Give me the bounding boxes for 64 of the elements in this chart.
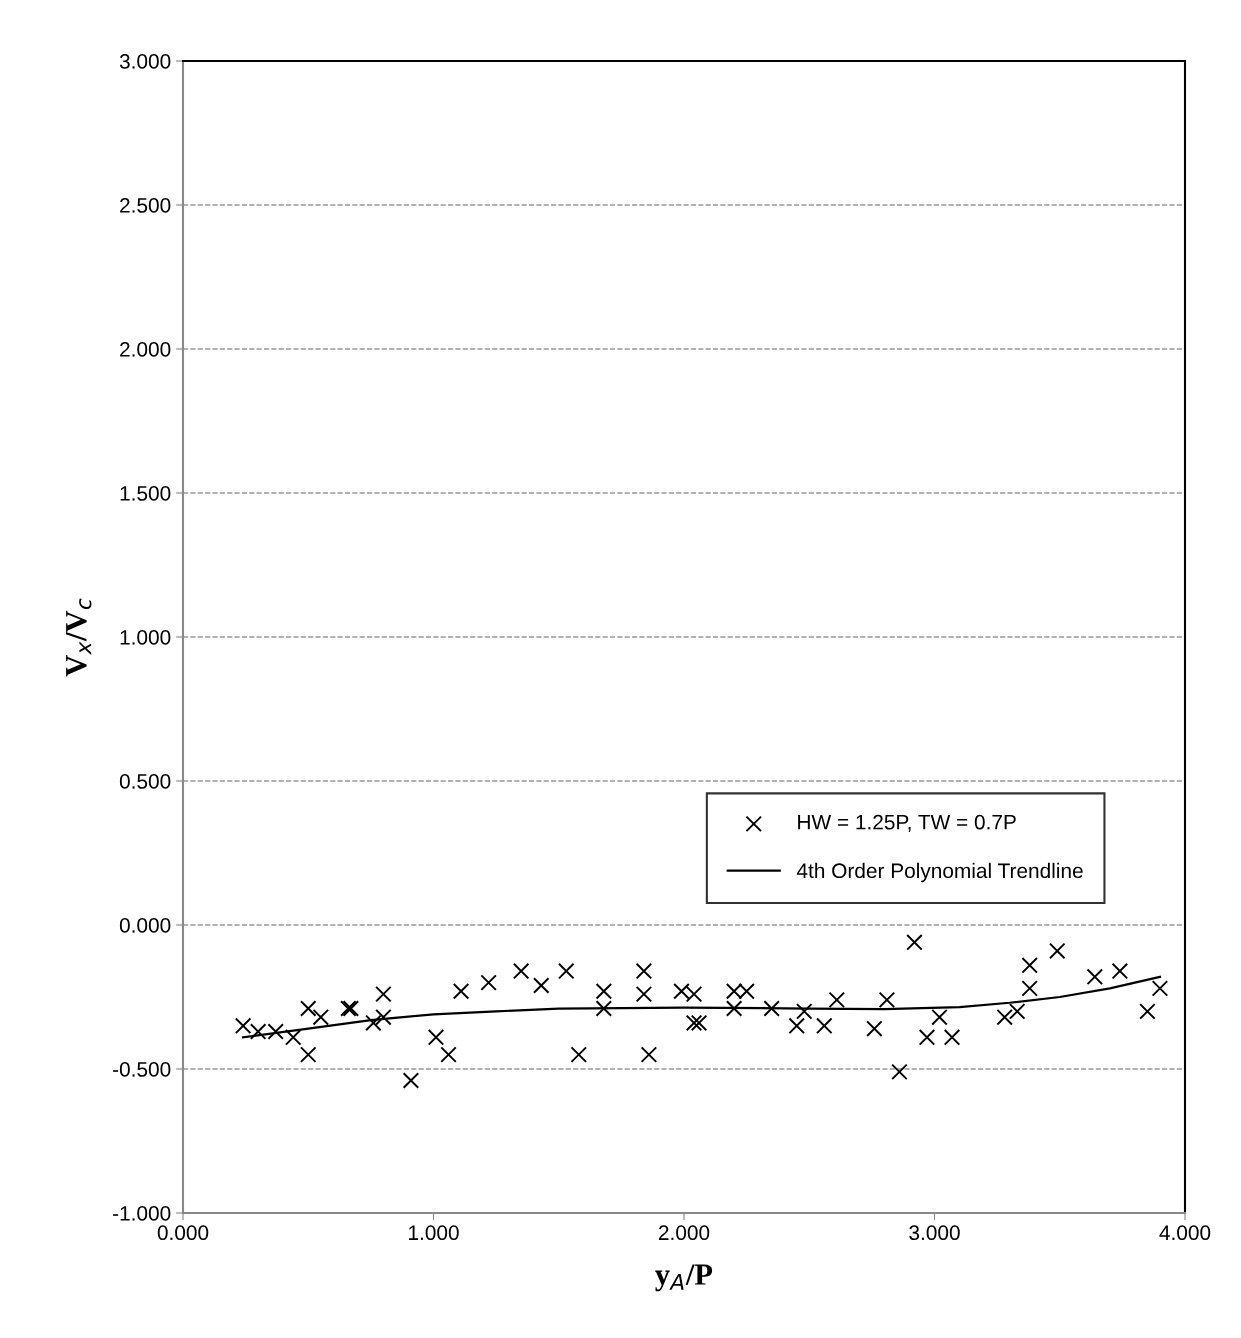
point [375, 1008, 392, 1026]
point [284, 1029, 302, 1046]
point [532, 977, 550, 994]
point [635, 962, 653, 980]
point [512, 962, 530, 980]
point [452, 982, 470, 1000]
x-tick-label: 0.000 [157, 1225, 209, 1241]
point [427, 1029, 445, 1046]
point [763, 1000, 780, 1017]
point [1008, 1003, 1026, 1020]
y-tick-label: 1.000 [120, 630, 171, 645]
x-tick-label: 2.000 [658, 1225, 710, 1241]
point [365, 1014, 382, 1032]
point [1021, 957, 1038, 974]
point [402, 1072, 420, 1089]
point [300, 1046, 317, 1063]
y-tick-label: -1.000 [113, 1206, 171, 1221]
point [1021, 980, 1038, 997]
point [1139, 1003, 1156, 1020]
point [1151, 980, 1169, 997]
y-tick-label: 3.000 [119, 54, 171, 69]
y-tick-label: 0.500 [119, 774, 171, 789]
legend-label: HW = 1.25P, TW = 0.7P [798, 814, 1016, 832]
point [234, 1017, 252, 1035]
point [595, 1000, 613, 1017]
point [1111, 962, 1129, 980]
x-axis-title: y$_{A}$/P [655, 1264, 713, 1292]
y-tick-label: 1.500 [120, 486, 171, 501]
point [570, 1046, 588, 1063]
point [725, 1000, 743, 1017]
point [788, 1017, 805, 1035]
point [312, 1008, 330, 1026]
point [690, 1014, 708, 1032]
point [891, 1063, 908, 1081]
point [640, 1046, 658, 1063]
point [595, 982, 613, 1000]
point [816, 1017, 833, 1035]
x-tick-label: 1.000 [409, 1225, 459, 1241]
point [943, 1029, 961, 1046]
point [440, 1046, 457, 1063]
y-tick-label: 2.000 [120, 342, 171, 357]
point [480, 974, 497, 991]
y-tick-label: 0.000 [119, 918, 171, 933]
y-tick-label: 2.500 [120, 198, 171, 213]
point [558, 962, 575, 980]
point [931, 1008, 948, 1026]
point [300, 1000, 317, 1017]
point [685, 1014, 703, 1032]
point [375, 985, 392, 1003]
point [795, 1003, 813, 1020]
y-axis-title: V$_{x}$/V$_{c}$ [66, 598, 92, 677]
point [1048, 942, 1066, 960]
point [866, 1020, 883, 1037]
point [918, 1029, 936, 1046]
point [996, 1008, 1013, 1026]
x-tick-label: 3.000 [909, 1225, 960, 1241]
point [635, 985, 653, 1003]
point [878, 991, 896, 1009]
y-tick-label: -0.500 [113, 1062, 171, 1077]
point [1086, 968, 1104, 986]
point [828, 991, 846, 1009]
point [906, 934, 923, 951]
x-tick-label: 4.000 [1159, 1225, 1211, 1241]
legend-label: 4th Order Polynomial Trendline [796, 862, 1083, 883]
